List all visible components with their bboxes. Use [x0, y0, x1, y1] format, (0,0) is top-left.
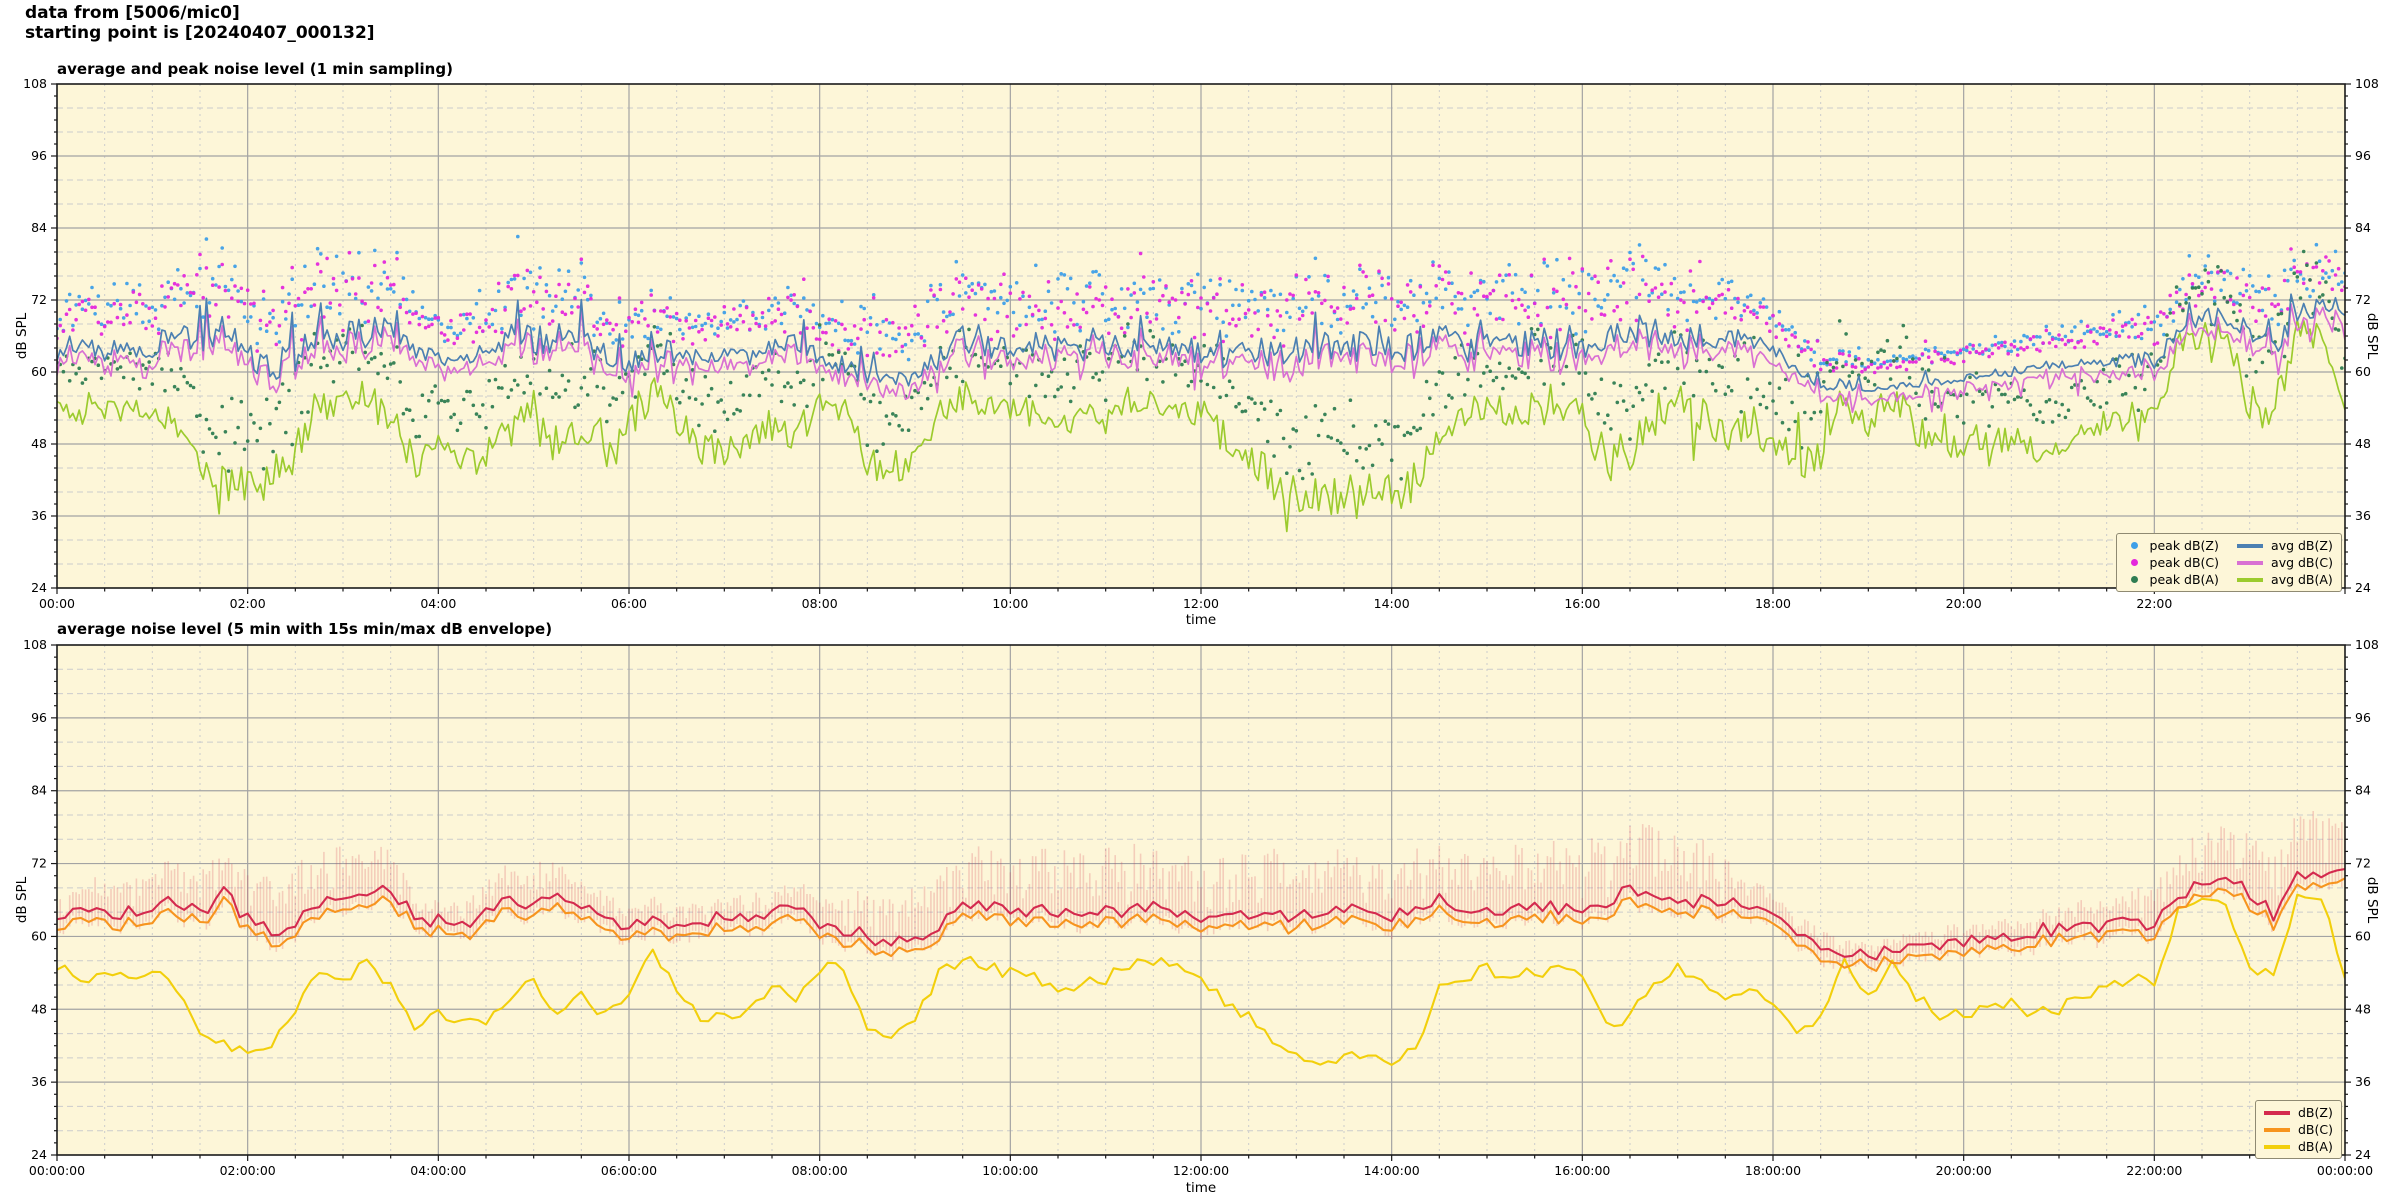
legend-label: peak dB(C) [2149, 555, 2220, 570]
avg-dba-line-icon [2237, 577, 2264, 582]
peak-dbz-marker-icon [2130, 542, 2138, 549]
svg-text:36: 36 [31, 1074, 47, 1089]
legend-label: peak dB(A) [2149, 572, 2219, 587]
svg-text:12:00:00: 12:00:00 [1173, 1163, 1229, 1178]
legend-label: dB(C) [2298, 1122, 2333, 1137]
svg-text:60: 60 [31, 928, 47, 943]
svg-text:02:00:00: 02:00:00 [220, 1163, 276, 1178]
svg-text:14:00:00: 14:00:00 [1364, 1163, 1420, 1178]
avg-dbc-line-icon [2237, 560, 2264, 565]
dba-line-icon [2264, 1144, 2290, 1149]
legend-label: avg dB(A) [2271, 572, 2333, 587]
svg-text:72: 72 [2355, 856, 2371, 871]
legend-item-dbz: dB(Z) [2264, 1104, 2333, 1121]
top-chart-title: average and peak noise level (1 min samp… [57, 60, 453, 78]
svg-text:00:00:00: 00:00:00 [29, 1163, 85, 1178]
peak-dba-marker-icon [2130, 576, 2138, 583]
legend-item-dba: dB(A) [2264, 1138, 2333, 1155]
header-source-line: data from [5006/mic0] [25, 3, 240, 23]
legend-label: peak dB(Z) [2149, 538, 2219, 553]
legend-item-peak-dba: peak dB(A) [2125, 571, 2220, 588]
svg-text:18:00:00: 18:00:00 [1745, 1163, 1801, 1178]
svg-text:24: 24 [2355, 1147, 2371, 1162]
svg-text:48: 48 [31, 1001, 47, 1016]
svg-text:96: 96 [31, 710, 47, 725]
svg-text:06:00:00: 06:00:00 [601, 1163, 657, 1178]
legend-label: dB(Z) [2298, 1105, 2333, 1120]
header-start-line: starting point is [20240407_000132] [25, 23, 375, 43]
legend-item-avg-dbc: avg dB(C) [2237, 554, 2333, 571]
svg-text:20:00:00: 20:00:00 [1936, 1163, 1992, 1178]
svg-text:48: 48 [2355, 1001, 2371, 1016]
legend-item-peak-dbc: peak dB(C) [2125, 554, 2220, 571]
svg-text:00:00:00: 00:00:00 [2317, 1163, 2373, 1178]
svg-text:16:00:00: 16:00:00 [1554, 1163, 1610, 1178]
svg-text:72: 72 [31, 856, 47, 871]
avg-dbz-line-icon [2237, 543, 2264, 548]
dbz-line-icon [2264, 1110, 2290, 1115]
svg-text:22:00:00: 22:00:00 [2126, 1163, 2182, 1178]
top-chart-legend: peak dB(Z) peak dB(C) peak dB(A) avg dB(… [2115, 533, 2342, 592]
svg-text:108: 108 [2355, 637, 2379, 652]
svg-text:96: 96 [2355, 710, 2371, 725]
svg-text:08:00:00: 08:00:00 [792, 1163, 848, 1178]
bottom-chart-title: average noise level (5 min with 15s min/… [57, 620, 553, 638]
svg-text:10:00:00: 10:00:00 [982, 1163, 1038, 1178]
top-chart-xlabel: time [1185, 612, 1217, 628]
dbc-line-icon [2264, 1127, 2290, 1132]
legend-label: dB(A) [2298, 1139, 2333, 1154]
svg-text:36: 36 [2355, 1074, 2371, 1089]
svg-text:04:00:00: 04:00:00 [410, 1163, 466, 1178]
legend-item-dbc: dB(C) [2264, 1121, 2333, 1138]
svg-text:60: 60 [2355, 928, 2371, 943]
svg-text:84: 84 [2355, 783, 2371, 798]
svg-text:84: 84 [31, 783, 47, 798]
svg-text:108: 108 [23, 637, 47, 652]
bottom-chart-xlabel: time [1185, 1180, 1217, 1196]
legend-label: avg dB(C) [2271, 555, 2333, 570]
bottom-chart-legend: dB(Z) dB(C) dB(A) [2255, 1100, 2342, 1159]
legend-label: avg dB(Z) [2271, 538, 2333, 553]
legend-item-peak-dbz: peak dB(Z) [2125, 537, 2220, 554]
svg-text:24: 24 [31, 1147, 47, 1162]
legend-item-avg-dbz: avg dB(Z) [2237, 537, 2333, 554]
peak-dbc-marker-icon [2130, 559, 2138, 566]
legend-item-avg-dba: avg dB(A) [2237, 571, 2333, 588]
